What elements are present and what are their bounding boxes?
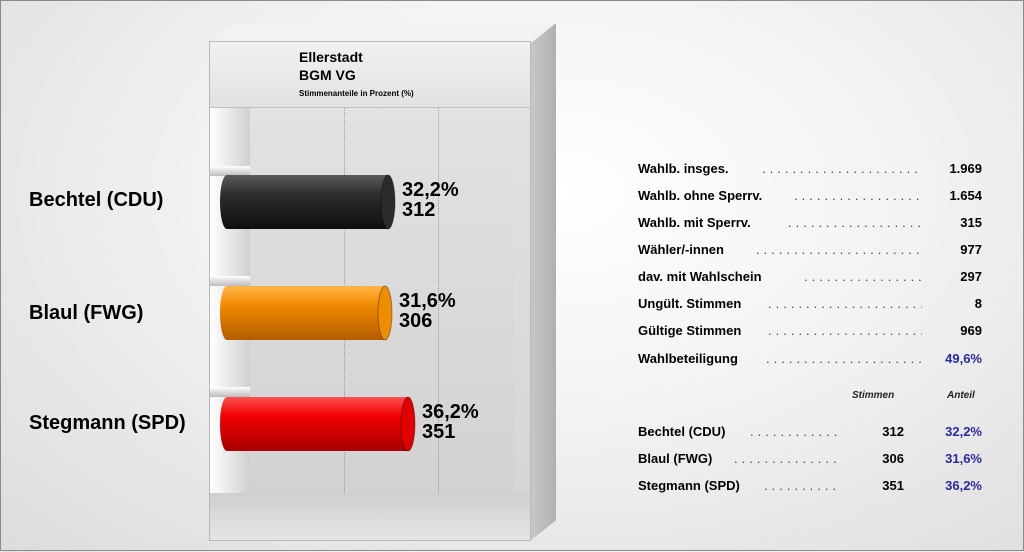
result-votes: 351 xyxy=(882,478,904,493)
bar-percent: 31,6% xyxy=(399,290,456,312)
gridline xyxy=(438,108,439,493)
chart-title: Ellerstadt xyxy=(299,49,363,65)
bar-percent: 36,2% xyxy=(422,401,479,423)
stat-label: Wahlb. ohne Sperrv. xyxy=(638,188,763,203)
stat-row: dav. mit Wahlschein ....................… xyxy=(638,269,982,284)
chart-subtitle: BGM VG xyxy=(299,67,356,83)
result-row: Stegmann (SPD) .................... 351 … xyxy=(638,478,982,493)
stat-row: Gültige Stimmen ........................… xyxy=(638,323,982,338)
chart-box-top xyxy=(209,23,555,43)
result-votes: 312 xyxy=(882,424,904,439)
turnout-value: 49,6% xyxy=(945,351,982,366)
stat-row: Wähler/-innen ..........................… xyxy=(638,242,982,257)
category-label: Blaul (FWG) xyxy=(29,302,144,324)
stat-row: Wahlbeteiligung ........................… xyxy=(638,351,982,366)
bar-value-label: 32,2% 312 xyxy=(402,180,459,220)
result-name: Blaul (FWG) xyxy=(638,451,713,466)
bar xyxy=(220,396,416,452)
bar-percent: 32,2% xyxy=(402,179,459,201)
result-name: Stegmann (SPD) xyxy=(638,478,740,493)
category-label: Stegmann (SPD) xyxy=(29,412,186,434)
bar xyxy=(220,285,393,341)
stat-label: dav. mit Wahlschein xyxy=(638,269,762,284)
stat-row: Wahlb. insges. .........................… xyxy=(638,161,982,176)
stat-value: 297 xyxy=(960,269,982,284)
stat-row: Ungült. Stimmen ........................… xyxy=(638,296,982,311)
result-row: Blaul (FWG) .................... 306 31,… xyxy=(638,451,982,466)
bar-shelf xyxy=(210,387,250,397)
stat-label: Wahlb. mit Sperrv. xyxy=(638,215,751,230)
stat-value: 8 xyxy=(974,296,982,311)
stat-label: Ungült. Stimmen xyxy=(638,296,742,311)
bar-votes: 306 xyxy=(399,310,433,332)
bar-cap xyxy=(380,174,396,230)
column-header-share: Anteil xyxy=(947,390,975,401)
result-share: 36,2% xyxy=(945,478,982,493)
bar-value-label: 31,6% 306 xyxy=(399,291,456,331)
bar-value-label: 36,2% 351 xyxy=(422,402,479,442)
column-header-votes: Stimmen xyxy=(852,390,895,401)
stat-value: 1.969 xyxy=(949,161,982,176)
bar xyxy=(220,174,396,230)
result-name: Bechtel (CDU) xyxy=(638,424,726,439)
chart-box-side xyxy=(530,23,556,541)
bar-votes: 351 xyxy=(422,421,456,443)
chart-floor xyxy=(210,493,530,540)
stat-label: Wahlbeteiligung xyxy=(638,351,738,366)
stat-value: 1.654 xyxy=(949,188,982,203)
stat-value: 969 xyxy=(960,323,982,338)
stat-value: 315 xyxy=(960,215,982,230)
chart-caption: Stimmenanteile in Prozent (%) xyxy=(299,89,414,98)
bar-cap xyxy=(400,396,416,452)
bar-shelf xyxy=(210,276,250,286)
category-label: Bechtel (CDU) xyxy=(29,189,164,211)
stat-label: Wähler/-innen xyxy=(638,242,724,257)
stat-label: Gültige Stimmen xyxy=(638,323,742,338)
result-share: 32,2% xyxy=(945,424,982,439)
result-share: 31,6% xyxy=(945,451,982,466)
stat-row: Wahlb. ohne Sperrv. ....................… xyxy=(638,188,982,203)
result-votes: 306 xyxy=(882,451,904,466)
stat-label: Wahlb. insges. xyxy=(638,161,729,176)
stat-value: 977 xyxy=(960,242,982,257)
bar-votes: 312 xyxy=(402,199,436,221)
stat-row: Wahlb. mit Sperrv. .....................… xyxy=(638,215,982,230)
bar-shelf xyxy=(210,166,250,176)
chart-header xyxy=(210,42,530,108)
result-row: Bechtel (CDU) .................... 312 3… xyxy=(638,424,982,439)
bar-cap xyxy=(377,285,393,341)
